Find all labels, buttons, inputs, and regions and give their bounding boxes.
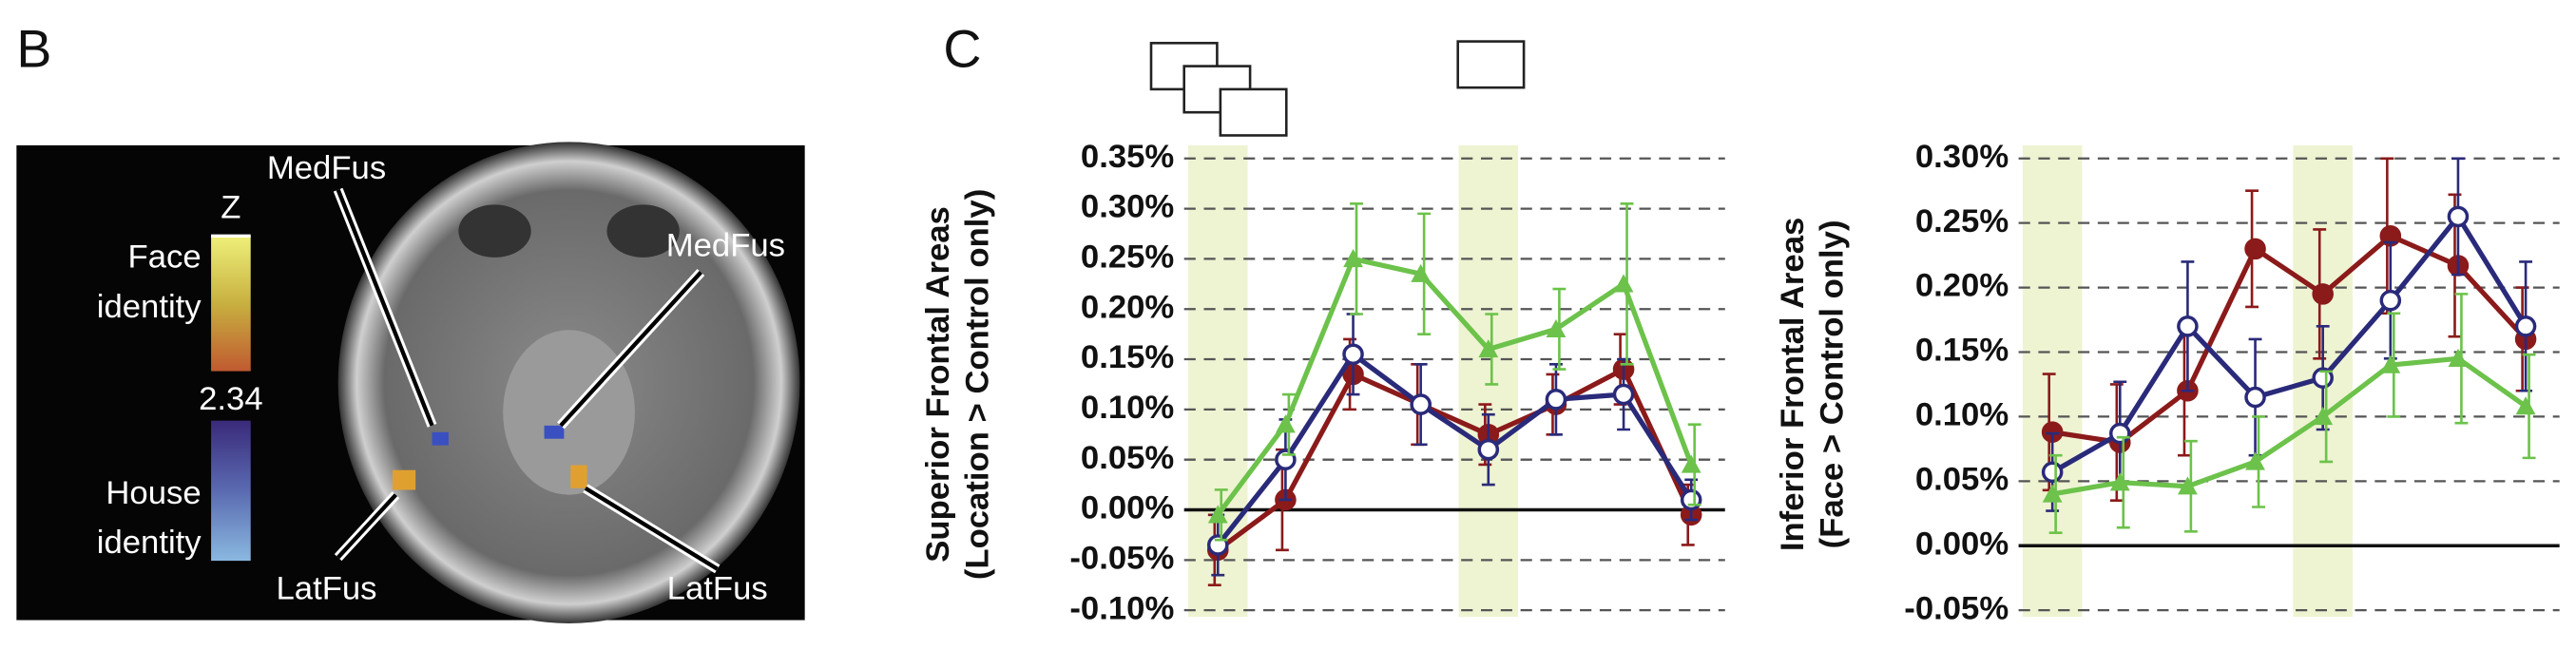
y-tick-label: 0.15% bbox=[1915, 333, 2009, 369]
y-tick-label: 0.30% bbox=[1915, 139, 2009, 175]
y-tick-label: 0.15% bbox=[1081, 339, 1174, 375]
region-label: LatFus bbox=[276, 570, 376, 606]
arrows bbox=[336, 188, 719, 571]
highlight-band bbox=[1458, 144, 1519, 618]
y-tick-label: 0.25% bbox=[1915, 203, 2009, 239]
series-line bbox=[1216, 256, 1694, 517]
marker bbox=[1206, 534, 1229, 556]
eye bbox=[606, 204, 680, 258]
region-label: MedFus bbox=[267, 150, 386, 186]
series-line bbox=[1216, 366, 1694, 552]
y-tick-label: 0.20% bbox=[1081, 289, 1174, 325]
region-label: LatFus bbox=[667, 570, 768, 606]
y-tick-label: 0.00% bbox=[1915, 526, 2009, 562]
marker bbox=[1275, 449, 1297, 470]
face-label: identity bbox=[97, 289, 202, 325]
marker bbox=[2109, 472, 2130, 491]
colorbar-house bbox=[211, 420, 251, 562]
house-label: identity bbox=[97, 525, 202, 561]
marker bbox=[1410, 393, 1432, 415]
y-tick-label: -0.10% bbox=[1069, 590, 1174, 626]
y-tick-label: 0.20% bbox=[1915, 268, 2009, 304]
scale-label: Z bbox=[221, 190, 240, 226]
series-line bbox=[1216, 351, 1694, 547]
marker bbox=[2041, 461, 2064, 484]
marker bbox=[1680, 488, 1702, 511]
y-tick-label: 0.05% bbox=[1915, 461, 2009, 497]
marker bbox=[2379, 289, 2402, 312]
panel-letter: B bbox=[16, 19, 51, 78]
y-tick-label: 0.05% bbox=[1081, 440, 1174, 476]
panel-letter: C bbox=[943, 19, 981, 78]
marker bbox=[1275, 414, 1296, 433]
y-tick-label: -0.05% bbox=[1069, 540, 1174, 576]
y-axis-label: (Location > Control only) bbox=[960, 189, 996, 580]
marker bbox=[2447, 205, 2470, 228]
y-tick-label: 0.35% bbox=[1081, 139, 1174, 175]
threshold-label: 2.34 bbox=[199, 381, 263, 417]
y-tick-label: -0.05% bbox=[1904, 590, 2009, 626]
y-tick-label: 0.10% bbox=[1915, 397, 2009, 433]
y-tick-label: 0.00% bbox=[1081, 490, 1174, 526]
marker bbox=[1411, 263, 1432, 282]
marker bbox=[2312, 283, 2334, 305]
activation bbox=[392, 469, 416, 490]
y-tick-label: 0.10% bbox=[1081, 390, 1174, 426]
marker bbox=[1545, 389, 1567, 411]
marker bbox=[2380, 354, 2401, 373]
marker bbox=[1342, 343, 1364, 366]
y-axis-label: (Face > Control only) bbox=[1814, 220, 1850, 548]
face-label: Face bbox=[128, 239, 202, 276]
series-line bbox=[2051, 355, 2528, 497]
y-axis-label: Superior Frontal Areas bbox=[920, 206, 956, 563]
marker bbox=[1343, 248, 1363, 268]
marker bbox=[2177, 315, 2199, 337]
colorbar-face bbox=[211, 236, 251, 372]
y-axis-label: Inferior Frontal Areas bbox=[1775, 218, 1811, 551]
eye bbox=[458, 204, 531, 258]
marker bbox=[2448, 348, 2469, 367]
y-tick-label: 0.25% bbox=[1081, 239, 1174, 276]
highlight-band bbox=[2022, 144, 2083, 618]
series bbox=[2042, 293, 2536, 534]
marker bbox=[1613, 274, 1634, 293]
brain-panel: Z Face identity 2.34 House identity MedF… bbox=[16, 142, 805, 624]
marker bbox=[1478, 339, 1499, 358]
marker bbox=[2515, 396, 2536, 415]
marker bbox=[1612, 383, 1635, 406]
marker bbox=[1546, 318, 1567, 338]
activation bbox=[570, 465, 587, 488]
region-label: MedFus bbox=[666, 228, 785, 264]
house-label: House bbox=[106, 475, 201, 511]
marker bbox=[2109, 422, 2131, 445]
stimulus-icons bbox=[1149, 40, 1526, 137]
marker bbox=[2244, 238, 2266, 260]
series-line bbox=[2050, 212, 2528, 475]
marker bbox=[2042, 484, 2063, 503]
marker bbox=[2313, 407, 2334, 426]
marker bbox=[2178, 476, 2198, 495]
y-tick-label: 0.30% bbox=[1081, 189, 1174, 225]
series-line bbox=[2051, 233, 2528, 446]
marker bbox=[1681, 454, 1701, 473]
activation bbox=[432, 431, 449, 446]
marker bbox=[1207, 505, 1228, 524]
marker bbox=[1477, 438, 1500, 461]
series bbox=[1207, 202, 1701, 542]
marker bbox=[2514, 315, 2537, 337]
marker bbox=[2244, 386, 2266, 409]
marker bbox=[2245, 451, 2265, 470]
activation bbox=[544, 425, 565, 439]
